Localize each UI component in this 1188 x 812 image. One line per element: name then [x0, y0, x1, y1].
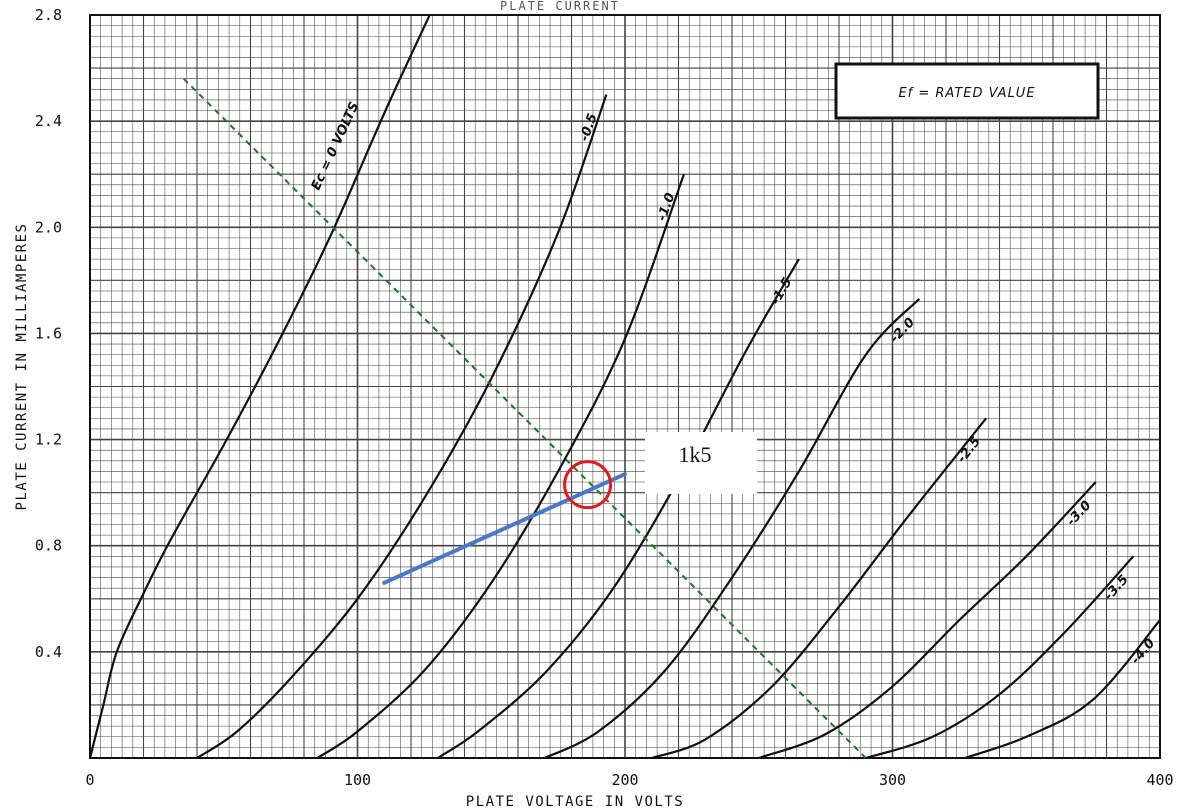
- plate-curve-4: [544, 298, 921, 759]
- plate-curve-8: [964, 619, 1161, 760]
- y-tick-label: 2.0: [35, 218, 62, 236]
- y-tick-label: 1.6: [35, 324, 62, 342]
- x-tick-label: 100: [344, 771, 371, 789]
- curve-label-0: Ec = 0 VOLTS: [309, 100, 363, 193]
- x-tick-label: 300: [879, 771, 906, 789]
- plot-frame: [89, 14, 1161, 759]
- x-axis-title: PLATE VOLTAGE IN VOLTS: [466, 794, 684, 810]
- plate-curve-7: [865, 555, 1135, 760]
- x-tick-label: 0: [85, 771, 94, 789]
- chart-title: PLATE CURRENT: [500, 0, 620, 13]
- curve-label-2: -1.0: [655, 191, 679, 223]
- legend-label: Ef = RATED VALUE: [898, 86, 1035, 101]
- plate-curve-1: [196, 94, 608, 759]
- overlay-lines: [182, 77, 867, 759]
- x-tick-label: 200: [611, 771, 638, 789]
- y-tick-label: 1.2: [35, 431, 62, 449]
- y-tick-label: 2.8: [35, 6, 62, 24]
- plate-curve-2: [316, 173, 685, 759]
- legend-box: [834, 62, 1100, 120]
- y-tick-label: 0.4: [35, 643, 62, 661]
- chart-axes: 0 100 200 300 400 0.4 0.8 1.2 1.6 2.0 2.4 2.8 PLATE …: [14, 0, 1174, 810]
- annotation-box: [645, 432, 757, 494]
- plate-curves: [88, 14, 1161, 760]
- y-tick-label: 0.8: [35, 537, 62, 555]
- operating-point-marker: [563, 460, 613, 510]
- plate-curve-5: [651, 417, 987, 760]
- curve-label-1: -0.5: [577, 112, 601, 144]
- bias-line: [382, 472, 627, 585]
- y-tick-label: 2.4: [35, 112, 62, 130]
- x-tick-label: 400: [1146, 771, 1173, 789]
- plate-curve-0: [88, 14, 431, 759]
- y-axis-title: PLATE CURRENT IN MILLIAMPERES: [14, 223, 30, 511]
- annotation-text: 1k5: [679, 442, 712, 467]
- plate-curve-6: [758, 481, 1097, 760]
- plate-curve-3: [437, 258, 800, 759]
- chart-grid: [89, 14, 1161, 759]
